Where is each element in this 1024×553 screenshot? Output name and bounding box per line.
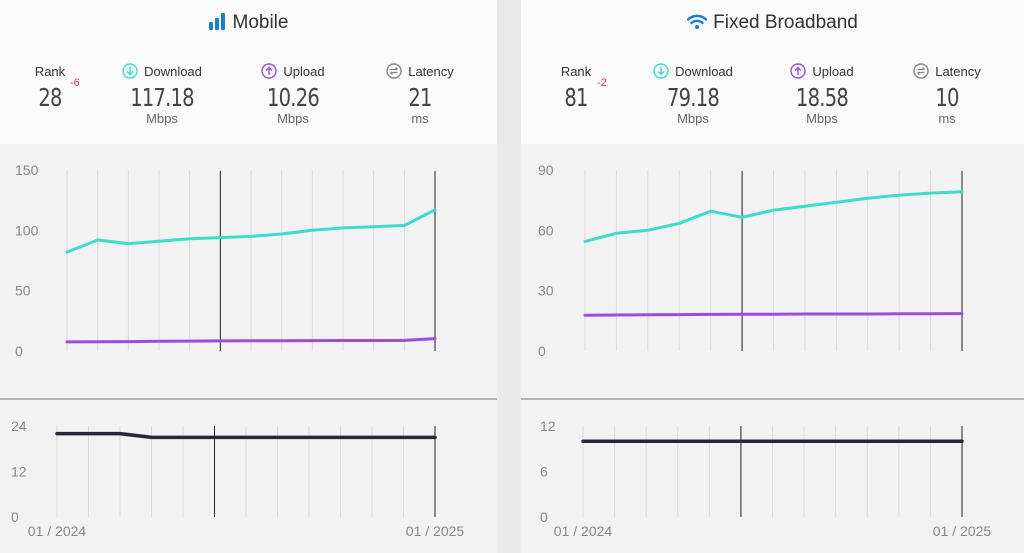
download-value: 79.18 xyxy=(667,83,720,112)
y-tick-label: 0 xyxy=(11,509,19,525)
upload-label: Upload xyxy=(812,63,854,79)
x-tick-label: 01 / 2024 xyxy=(28,523,87,539)
y-tick-label: 12 xyxy=(11,464,27,480)
fixed-rank-stat: Rank 81 xyxy=(548,62,604,112)
mobile-header: Mobile Rank 28 -6 Download 117.18 Mbps U… xyxy=(0,0,497,144)
y-tick-label: 50 xyxy=(15,283,31,299)
y-tick-label: 12 xyxy=(540,418,556,434)
y-tick-label: 0 xyxy=(15,343,23,359)
y-tick-label: 150 xyxy=(15,162,39,178)
wifi-icon xyxy=(686,14,708,36)
y-tick-label: 6 xyxy=(540,464,548,480)
latency-value: 10 xyxy=(935,83,959,112)
mobile-panel: Mobile Rank 28 -6 Download 117.18 Mbps U… xyxy=(0,0,497,553)
y-tick-label: 24 xyxy=(11,418,27,434)
x-tick-label: 01 / 2025 xyxy=(406,523,465,539)
fixed-title: Fixed Broadband xyxy=(521,12,1024,36)
rank-value: 81 xyxy=(564,83,588,112)
download-unit: Mbps xyxy=(146,111,178,126)
fixed-upload-stat: Upload 18.58 Mbps xyxy=(775,62,869,126)
fixed-chart: 0 30 60 90 0 6 12 01 / 2024 01 / 2025 xyxy=(521,162,1024,539)
latency-unit: ms xyxy=(411,111,429,126)
latency-series-line xyxy=(55,431,437,440)
latency-value: 21 xyxy=(408,83,432,112)
mobile-chart: 0 50 100 150 0 12 24 01 / 2024 01 / 2025 xyxy=(0,162,497,539)
signal-bars-icon xyxy=(208,13,227,36)
mobile-download-stat: Download 117.18 Mbps xyxy=(110,62,214,126)
arrow-up-circle-icon xyxy=(261,63,278,79)
y-tick-label: 30 xyxy=(538,283,554,299)
download-label: Download xyxy=(144,63,202,79)
latency-label: Latency xyxy=(408,63,454,79)
y-tick-label: 100 xyxy=(15,222,39,238)
fixed-broadband-panel: Fixed Broadband Rank 81 -2 Download 79.1… xyxy=(521,0,1024,553)
fixed-header: Fixed Broadband Rank 81 -2 Download 79.1… xyxy=(521,0,1024,144)
upload-label: Upload xyxy=(283,63,325,79)
fixed-download-stat: Download 79.18 Mbps xyxy=(641,62,745,126)
upload-series-line xyxy=(65,337,437,344)
download-series-line xyxy=(65,208,437,254)
upload-unit: Mbps xyxy=(806,111,838,126)
y-tick-label: 60 xyxy=(538,222,554,238)
download-series-line xyxy=(583,190,964,243)
upload-series-line xyxy=(583,312,964,317)
arrow-down-circle-icon xyxy=(122,63,138,79)
download-value: 117.18 xyxy=(130,83,194,112)
x-tick-label: 01 / 2024 xyxy=(554,523,613,539)
latency-label: Latency xyxy=(935,63,981,79)
rank-label: Rank xyxy=(560,63,592,79)
upload-value: 18.58 xyxy=(796,83,849,112)
mobile-upload-stat: Upload 10.26 Mbps xyxy=(246,62,340,126)
rank-value: 28 xyxy=(38,83,62,112)
latency-arrows-circle-icon xyxy=(913,63,929,79)
latency-unit: ms xyxy=(938,111,956,126)
fixed-latency-stat: Latency 10 ms xyxy=(901,62,993,126)
x-tick-label: 01 / 2025 xyxy=(933,523,992,539)
rank-change: -2 xyxy=(597,77,607,89)
upload-unit: Mbps xyxy=(277,111,309,126)
upload-value: 10.26 xyxy=(267,83,320,112)
latency-arrows-circle-icon xyxy=(386,63,402,79)
download-unit: Mbps xyxy=(677,111,709,126)
mobile-title: Mobile xyxy=(0,12,497,36)
mobile-title-text: Mobile xyxy=(232,12,289,33)
arrow-down-circle-icon xyxy=(653,63,669,79)
rank-change: -6 xyxy=(70,77,80,89)
y-tick-label: 90 xyxy=(538,162,554,178)
arrow-up-circle-icon xyxy=(790,63,807,79)
y-tick-label: 0 xyxy=(540,509,548,525)
y-tick-label: 0 xyxy=(538,343,546,359)
mobile-latency-stat: Latency 21 ms xyxy=(374,62,466,126)
fixed-title-text: Fixed Broadband xyxy=(713,12,858,33)
download-label: Download xyxy=(675,63,733,79)
mobile-rank-stat: Rank 28 xyxy=(22,62,78,112)
rank-label: Rank xyxy=(34,63,66,79)
